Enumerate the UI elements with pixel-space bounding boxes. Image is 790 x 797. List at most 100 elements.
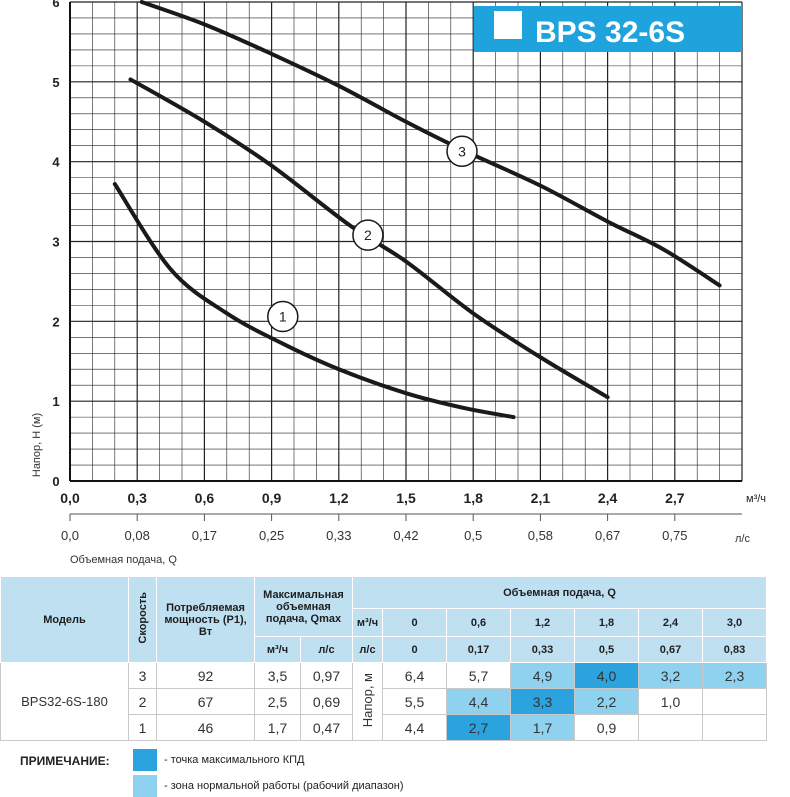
flow-ls-header: 0,17 [446, 636, 511, 663]
note-label: ПРИМЕЧАНИЕ: [20, 754, 110, 768]
x-tick-label-ls: 0,67 [595, 528, 620, 543]
x-tick-label-ls: 0,58 [528, 528, 553, 543]
title-square-icon [494, 11, 522, 39]
head-value: 5,7 [446, 662, 511, 689]
x-unit-ls: л/с [735, 533, 750, 545]
qmax-m3-value: 2,5 [254, 688, 301, 715]
flow-ls-header: 0,5 [574, 636, 639, 663]
normal-zone-swatch [133, 775, 157, 797]
power-value: 46 [156, 714, 255, 741]
table-row: 2 67 2,5 0,69 5,5 4,4 3,3 2,2 1,0 [1, 688, 767, 715]
head-label: Напор, м [352, 662, 383, 741]
x-tick-label: 1,5 [396, 490, 416, 506]
header-qmax: Максимальная объемная подача, Qmax [254, 576, 353, 637]
head-value: 0,9 [574, 714, 639, 741]
x-tick-label-ls: 0,17 [192, 528, 217, 543]
speed-value: 1 [128, 714, 157, 741]
head-value: 3,2 [638, 662, 703, 689]
flow-m3-header: 1,8 [574, 608, 639, 637]
flow-m3-header: 0 [382, 608, 447, 637]
flow-ls-header: 0 [382, 636, 447, 663]
qmax-unit-m3: м³/ч [254, 636, 301, 663]
flow-unit-m3: м³/ч [352, 608, 383, 637]
x-tick-label: 2,4 [598, 490, 618, 506]
x-tick-label: 0,6 [195, 490, 215, 506]
x-tick-label: 2,7 [665, 490, 685, 506]
table-row: 1 46 1,7 0,47 4,4 2,7 1,7 0,9 [1, 714, 767, 741]
head-value [638, 714, 703, 741]
performance-table: Модель Скорость Потребляемая мощность (Р… [0, 576, 767, 741]
x-tick-label-ls: 0,25 [259, 528, 284, 543]
y-tick-label: 1 [52, 394, 59, 409]
header-speed: Скорость [128, 576, 157, 663]
pump-curve-chart: BPS 32-6S 0 1 2 3 4 5 6 Напор, Н (м) 0,0 0,3 0,6 0,9… [31, 0, 766, 566]
x-tick-label-ls: 0,0 [61, 528, 79, 543]
y-tick-label: 5 [52, 75, 59, 90]
curve-marker-3 [446, 135, 478, 168]
power-value: 92 [156, 662, 255, 689]
x-tick-label: 0,9 [262, 490, 282, 506]
flow-m3-header: 2,4 [638, 608, 703, 637]
head-label-text: Напор, м [360, 672, 375, 728]
x-tick-label-ls: 0,5 [464, 528, 482, 543]
y-tick-label: 2 [52, 314, 59, 329]
head-value: 6,4 [382, 662, 447, 689]
curve-speed-3 [139, 0, 722, 288]
y-axis-label: Напор, Н (м) [31, 413, 43, 477]
max-efficiency-swatch [133, 749, 157, 771]
flow-ls-header: 0,33 [510, 636, 575, 663]
head-value: 5,5 [382, 688, 447, 715]
speed-value: 2 [128, 688, 157, 715]
max-efficiency-text: - точка максимального КПД [164, 754, 305, 766]
head-value: 2,7 [446, 714, 511, 741]
qmax-unit-ls: л/с [300, 636, 353, 663]
head-value: 4,0 [574, 662, 639, 689]
head-value: 1,7 [510, 714, 575, 741]
y-tick-label: 0 [52, 474, 59, 489]
curve-label-2: 2 [364, 227, 372, 243]
power-value: 67 [156, 688, 255, 715]
x-tick-label-ls: 0,08 [125, 528, 150, 543]
qmax-m3-value: 1,7 [254, 714, 301, 741]
curve-label-3: 3 [458, 143, 466, 159]
x-tick-label: 0,0 [60, 490, 80, 506]
y-tick-label: 6 [52, 0, 59, 10]
x-tick-label: 0,3 [127, 490, 147, 506]
header-power: Потребляемая мощность (Р1), Вт [156, 576, 255, 663]
head-value [702, 688, 767, 715]
curve-label-1: 1 [279, 309, 287, 325]
y-tick-label: 4 [52, 155, 60, 170]
header-model: Модель [0, 576, 129, 663]
flow-m3-header: 3,0 [702, 608, 767, 637]
curve-speed-1 [112, 182, 516, 420]
head-value [702, 714, 767, 741]
head-value: 2,2 [574, 688, 639, 715]
header-flow: Объемная подача, Q [352, 576, 767, 609]
head-value: 4,9 [510, 662, 575, 689]
x-tick-label-ls: 0,33 [326, 528, 351, 543]
x-tick-label-ls: 0,42 [393, 528, 418, 543]
flow-m3-header: 0,6 [446, 608, 511, 637]
flow-unit-ls: л/с [352, 636, 383, 663]
x-tick-label: 1,2 [329, 490, 349, 506]
flow-ls-header: 0,67 [638, 636, 703, 663]
head-value: 1,0 [638, 688, 703, 715]
head-value: 4,4 [446, 688, 511, 715]
normal-zone-text: - зона нормальной работы (рабочий диапаз… [164, 780, 404, 792]
speed-value: 3 [128, 662, 157, 689]
x-unit-m3: м³/ч [746, 493, 766, 505]
flow-m3-header: 1,2 [510, 608, 575, 637]
table-row: BPS32-6S-180 3 92 3,5 0,97 Напор, м 6,4 5,7 4,9 4… [0, 662, 767, 741]
x-tick-label: 1,8 [463, 490, 483, 506]
head-value: 3,3 [510, 688, 575, 715]
x-axis-label: Объемная подача, Q [70, 554, 177, 566]
head-value: 4,4 [382, 714, 447, 741]
qmax-ls-value: 0,69 [300, 688, 353, 715]
head-value: 2,3 [702, 662, 767, 689]
model-name: BPS32-6S-180 [0, 662, 129, 741]
flow-ls-header: 0,83 [702, 636, 767, 663]
curve-marker-2 [352, 219, 384, 251]
qmax-m3-value: 3,5 [254, 662, 301, 689]
qmax-ls-value: 0,97 [300, 662, 353, 689]
y-tick-label: 3 [52, 235, 59, 250]
